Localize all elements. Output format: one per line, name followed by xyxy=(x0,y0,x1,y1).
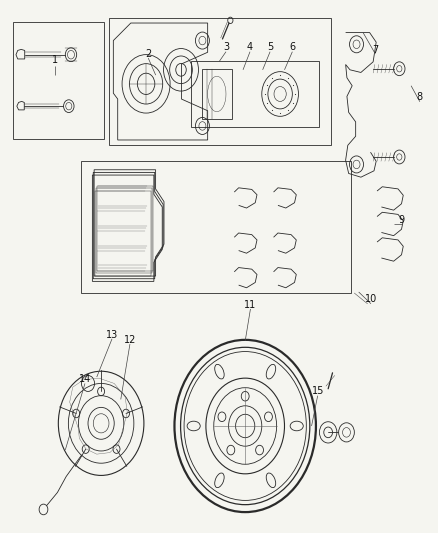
Text: 7: 7 xyxy=(372,45,378,54)
Bar xyxy=(191,61,319,127)
Bar xyxy=(96,188,152,273)
Bar xyxy=(201,69,232,119)
Text: 6: 6 xyxy=(289,43,295,52)
Bar xyxy=(13,22,104,139)
Text: 9: 9 xyxy=(399,215,405,225)
Text: 2: 2 xyxy=(145,49,152,59)
Text: 4: 4 xyxy=(247,43,253,52)
Text: 13: 13 xyxy=(106,329,118,340)
Text: 15: 15 xyxy=(311,386,324,397)
Text: 14: 14 xyxy=(79,374,91,384)
Bar xyxy=(95,191,151,276)
Bar xyxy=(109,18,331,146)
Text: 11: 11 xyxy=(244,300,257,310)
Text: 3: 3 xyxy=(223,43,229,52)
Text: 10: 10 xyxy=(365,294,377,304)
Bar xyxy=(81,161,351,293)
Text: 5: 5 xyxy=(267,43,273,52)
Text: 1: 1 xyxy=(52,55,58,65)
Bar xyxy=(97,185,152,271)
Text: 12: 12 xyxy=(124,335,136,345)
Text: 8: 8 xyxy=(417,92,423,102)
